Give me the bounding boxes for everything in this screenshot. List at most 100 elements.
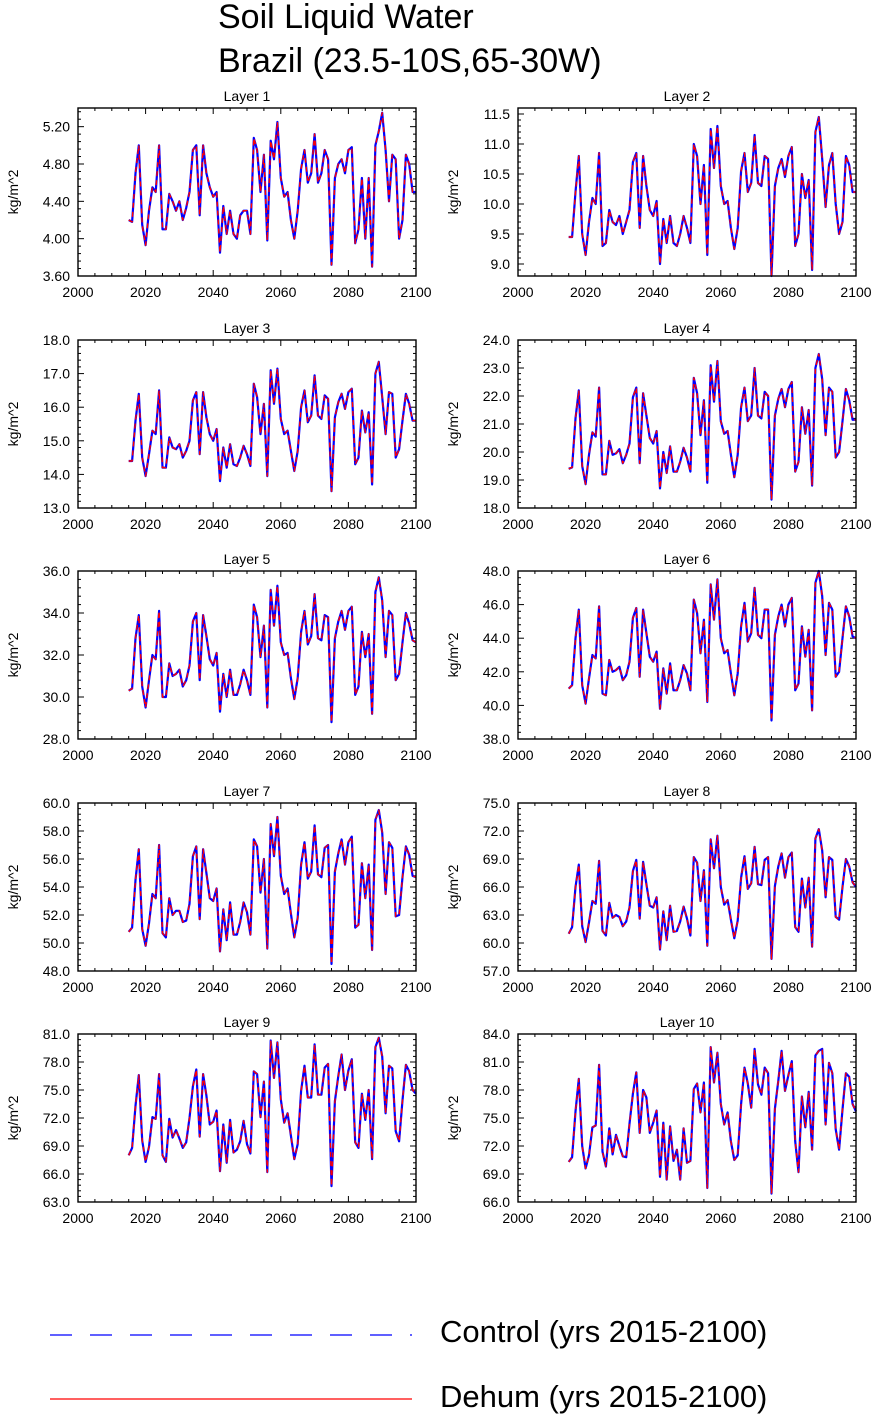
series-line-dehum [568, 1046, 857, 1195]
x-tick-label: 2100 [840, 284, 871, 300]
chart-panel-2: Layer 2 kg/m^2 2000 2020 2040 2060 2080 2100 9.0… [445, 88, 872, 300]
x-tick-label: 2040 [638, 516, 669, 532]
y-tick-label: 66.0 [483, 1194, 510, 1210]
x-tick-label: 2000 [62, 284, 93, 300]
plot-frame [517, 1033, 857, 1203]
y-tick-label: 30.0 [43, 689, 70, 705]
y-tick-label: 19.0 [483, 472, 510, 488]
y-tick-label: 50.0 [43, 935, 70, 951]
plot-frame [517, 802, 857, 972]
x-tick-label: 2000 [502, 284, 533, 300]
y-axis-label: kg/m^2 [5, 632, 21, 677]
x-tick-label: 2040 [638, 747, 669, 763]
legend [50, 1334, 412, 1400]
chart-panel-3: Layer 3 kg/m^2 2000 2020 2040 2060 2080 2100 13.… [5, 320, 432, 532]
x-tick-label: 2040 [638, 284, 669, 300]
x-tick-label: 2020 [130, 516, 161, 532]
y-tick-label: 58.0 [43, 823, 70, 839]
y-tick-label: 60.0 [483, 935, 510, 951]
plot-frame [517, 339, 857, 509]
chart-panel-10: Layer 10 kg/m^2 2000 2020 2040 2060 2080 2100 66… [445, 1014, 872, 1226]
x-tick-label: 2060 [265, 747, 296, 763]
x-tick-label: 2060 [705, 1210, 736, 1226]
series-line-dehum [128, 576, 417, 723]
y-tick-label: 9.5 [491, 226, 511, 242]
x-tick-label: 2100 [400, 1210, 431, 1226]
y-tick-label: 42.0 [483, 664, 510, 680]
x-tick-label: 2040 [198, 516, 229, 532]
figure-title-line-1: Soil Liquid Water [218, 0, 474, 36]
x-tick-label: 2040 [638, 979, 669, 995]
series-line-control [128, 111, 416, 268]
y-tick-label: 9.0 [491, 256, 511, 272]
y-tick-label: 69.0 [483, 1166, 510, 1182]
y-tick-label: 10.5 [483, 166, 510, 182]
y-tick-label: 48.0 [43, 963, 70, 979]
x-tick-label: 2080 [333, 516, 364, 532]
series-line-dehum [568, 116, 856, 277]
y-tick-label: 4.00 [43, 231, 70, 247]
x-tick-label: 2020 [570, 284, 601, 300]
y-tick-label: 36.0 [43, 563, 70, 579]
y-tick-label: 5.20 [43, 119, 70, 135]
chart-panel-8: Layer 8 kg/m^2 2000 2020 2040 2060 2080 2100 57.… [445, 783, 872, 995]
y-tick-label: 69.0 [43, 1138, 70, 1154]
y-tick-label: 44.0 [483, 630, 510, 646]
plot-frame [517, 570, 857, 740]
x-tick-label: 2080 [773, 516, 804, 532]
y-tick-label: 18.0 [43, 332, 70, 348]
y-axis-label: kg/m^2 [5, 169, 21, 214]
plot-frame [77, 339, 417, 509]
chart-panel-1: Layer 1 kg/m^2 2000 2020 2040 2060 2080 2100 3.6… [5, 88, 432, 300]
x-tick-label: 2100 [400, 747, 431, 763]
x-tick-label: 2000 [62, 979, 93, 995]
y-tick-label: 3.60 [43, 268, 70, 284]
series-line-dehum [128, 111, 416, 268]
x-tick-label: 2100 [840, 516, 871, 532]
x-tick-label: 2080 [773, 1210, 804, 1226]
x-tick-label: 2080 [333, 747, 364, 763]
legend-label-control: Control (yrs 2015-2100) [440, 1314, 768, 1349]
chart-title: Layer 5 [224, 551, 271, 567]
series-line-dehum [128, 809, 417, 965]
y-tick-label: 21.0 [483, 416, 510, 432]
series-line-dehum [128, 1036, 417, 1187]
x-tick-label: 2100 [840, 747, 871, 763]
x-tick-label: 2080 [333, 1210, 364, 1226]
figure-title-line-2: Brazil (23.5-10S,65-30W) [218, 42, 602, 80]
x-tick-label: 2020 [570, 516, 601, 532]
plot-frame [517, 107, 857, 277]
y-tick-label: 56.0 [43, 851, 70, 867]
x-tick-label: 2000 [502, 979, 533, 995]
y-tick-label: 4.40 [43, 193, 70, 209]
y-tick-label: 75.0 [483, 1110, 510, 1126]
series-line-control [128, 576, 417, 724]
x-tick-label: 2100 [400, 284, 431, 300]
y-tick-label: 20.0 [483, 444, 510, 460]
x-tick-label: 2060 [265, 1210, 296, 1226]
y-tick-label: 4.80 [43, 156, 70, 172]
y-tick-label: 17.0 [43, 366, 70, 382]
x-tick-label: 2000 [62, 516, 93, 532]
y-tick-label: 38.0 [483, 731, 510, 747]
y-tick-label: 48.0 [483, 563, 510, 579]
y-tick-label: 14.0 [43, 466, 70, 482]
plot-frame [77, 802, 417, 972]
x-tick-label: 2080 [773, 979, 804, 995]
y-tick-label: 63.0 [43, 1194, 70, 1210]
series-line-control [567, 1045, 858, 1195]
chart-panel-7: Layer 7 kg/m^2 2000 2020 2040 2060 2080 2100 48.… [5, 783, 432, 995]
x-tick-label: 2080 [773, 284, 804, 300]
chart-title: Layer 1 [224, 88, 271, 104]
y-tick-label: 57.0 [483, 963, 510, 979]
chart-title: Layer 7 [224, 783, 271, 799]
x-tick-label: 2020 [570, 747, 601, 763]
x-tick-label: 2080 [333, 284, 364, 300]
x-tick-label: 2060 [705, 516, 736, 532]
chart-title: Layer 4 [664, 320, 711, 336]
y-axis-label: kg/m^2 [445, 1095, 461, 1140]
x-tick-label: 2020 [130, 747, 161, 763]
y-tick-label: 32.0 [43, 647, 70, 663]
chart-panel-9: Layer 9 kg/m^2 2000 2020 2040 2060 2080 2100 63.… [5, 1014, 432, 1226]
